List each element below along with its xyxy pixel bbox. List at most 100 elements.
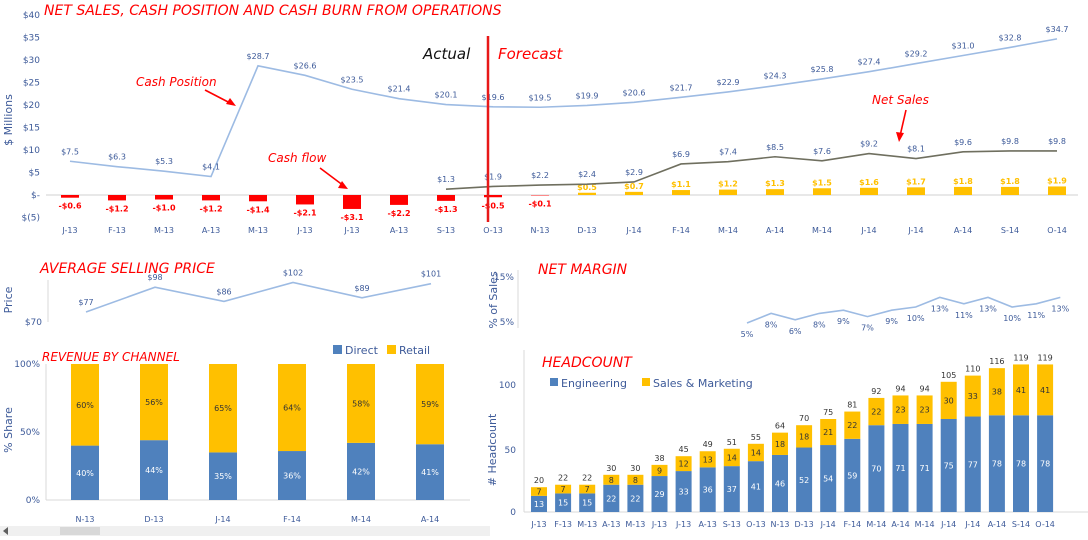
headcount-total-label: 105 [941,371,956,380]
cash-position-data-label: $22.9 [717,78,740,87]
cash-flow-data-label: -$1.2 [199,204,222,213]
net-margin-data-label: 11% [1027,311,1045,320]
sales-marketing-data-label: 38 [992,388,1002,397]
sales-marketing-data-label: 14 [727,453,737,462]
cash-flow-bar [954,187,972,195]
cash-flow-data-label: -$1.2 [105,204,128,213]
direct-data-label: 35% [214,472,232,481]
engineering-data-label: 78 [1016,460,1026,469]
headcount-total-label: 55 [751,433,761,442]
direct-data-label: 36% [283,472,301,481]
cash-flow-bar [484,195,502,197]
cash-flow-bar [343,195,361,209]
sales-marketing-data-label: 18 [799,432,809,441]
cash-position-data-label: $32.8 [999,33,1022,42]
asp-data-label: $102 [283,269,303,278]
net-sales-data-label: $9.8 [1001,137,1019,146]
net-margin-data-label: 13% [979,304,997,313]
engineering-data-label: 70 [871,465,881,474]
headcount-x-tick: A-13 [602,520,620,529]
cash-flow-bar [578,193,596,195]
cash-position-data-label: $21.4 [388,85,411,94]
cash-position-data-label: $19.9 [576,91,599,100]
cash-position-data-label: $27.4 [858,58,881,67]
cash-flow-data-label: $0.7 [624,182,644,191]
cash-flow-bar [296,195,314,204]
headcount-total-label: 75 [823,408,833,417]
cash-flow-data-label: -$2.1 [293,208,316,217]
net-sales-data-label: $2.4 [578,170,596,179]
cash-flow-bar [437,195,455,201]
sales-marketing-data-label: 30 [944,396,954,405]
horizontal-scrollbar[interactable] [0,526,490,536]
cash-flow-data-label: $1.6 [859,178,879,187]
sales-marketing-data-label: 18 [775,440,785,449]
headcount-x-tick: M-13 [625,520,645,529]
asp-chart-title: AVERAGE SELLING PRICE [39,261,215,277]
headcount-x-tick: J-13 [675,520,691,529]
sales-marketing-data-label: 7 [536,488,541,497]
net-sales-data-label: $8.5 [766,143,784,152]
cash-flow-bar [202,195,220,200]
headcount-total-label: 94 [920,384,930,393]
main-chart-x-tick: J-13 [296,226,312,235]
net-margin-data-label: 8% [765,320,778,329]
headcount-y-tick: 50 [505,446,517,456]
cash-flow-data-label: -$0.5 [481,201,504,210]
cash-flow-bar [61,195,79,198]
engineering-data-label: 13 [534,500,544,509]
headcount-total-label: 22 [582,474,592,483]
cash-flow-bar [907,187,925,195]
main-chart-y-tick: $(5) [22,214,40,224]
headcount-x-tick: J-14 [820,520,836,529]
cash-flow-data-label: $1.8 [953,177,973,186]
main-chart-x-tick: F-13 [108,226,126,235]
engineering-data-label: 77 [968,460,978,469]
main-chart-x-tick: D-13 [577,226,596,235]
cash-flow-annotation: Cash flow [268,151,326,165]
cash-flow-bars: -$0.6-$1.2-$1.0-$1.2-$1.4-$2.1-$3.1-$2.2… [58,176,1067,222]
headcount-x-tick: J-13 [651,520,667,529]
main-chart-y-tick: $15 [23,124,40,134]
headcount-x-tick: J-14 [940,520,956,529]
cash-position-data-label: $6.3 [108,153,126,162]
headcount-x-tick: M-14 [866,520,886,529]
cash-flow-bar [719,190,737,195]
headcount-x-tick: M-14 [915,520,935,529]
main-chart-y-tick: $- [31,191,40,201]
net-margin-chart: NET MARGIN % of Sales 15% 5% 5%8%6%8%9%7… [487,262,1070,339]
net-sales-data-label: $8.1 [907,145,925,154]
legend-swatch-direct [333,345,342,354]
headcount-total-label: 51 [727,438,737,447]
net-margin-data-label: 11% [955,311,973,320]
headcount-y-tick: 100 [499,381,516,391]
main-chart-y-axis-title: $ Millions [2,94,15,146]
main-chart-y-tick: $25 [23,79,40,89]
headcount-y-tick: 0 [510,508,516,518]
net-sales-arrow [900,110,906,136]
sales-marketing-data-label: 41 [1040,386,1050,395]
sales-marketing-data-label: 22 [847,421,857,430]
revenue-channel-y-tick: 0% [26,496,41,506]
retail-data-label: 60% [76,401,94,410]
headcount-total-label: 64 [775,422,785,431]
revenue-channel-title: REVENUE BY CHANNEL [42,350,180,364]
cash-position-data-label: $29.2 [905,50,928,59]
headcount-total-label: 30 [630,464,640,473]
headcount-total-label: 30 [606,464,616,473]
main-chart-y-tick: $30 [23,56,40,66]
net-sales-data-label: $2.9 [625,168,643,177]
headcount-x-tick: O-14 [1035,520,1055,529]
scrollbar-thumb[interactable] [60,527,100,535]
revenue-channel-y-tick: 50% [20,428,40,438]
main-chart-y-ticks: $40$35$30$25$20$15$10$5$-$(5) [22,11,41,224]
engineering-data-label: 22 [630,494,640,503]
engineering-data-label: 52 [799,476,809,485]
asp-chart-y-tick: $70 [25,318,42,328]
main-chart-x-tick: J-14 [625,226,641,235]
engineering-data-label: 71 [920,464,930,473]
cash-position-data-label: $4.1 [202,163,220,172]
main-chart-x-tick: S-14 [1001,226,1019,235]
actual-label: Actual [422,45,471,63]
engineering-data-label: 41 [751,483,761,492]
